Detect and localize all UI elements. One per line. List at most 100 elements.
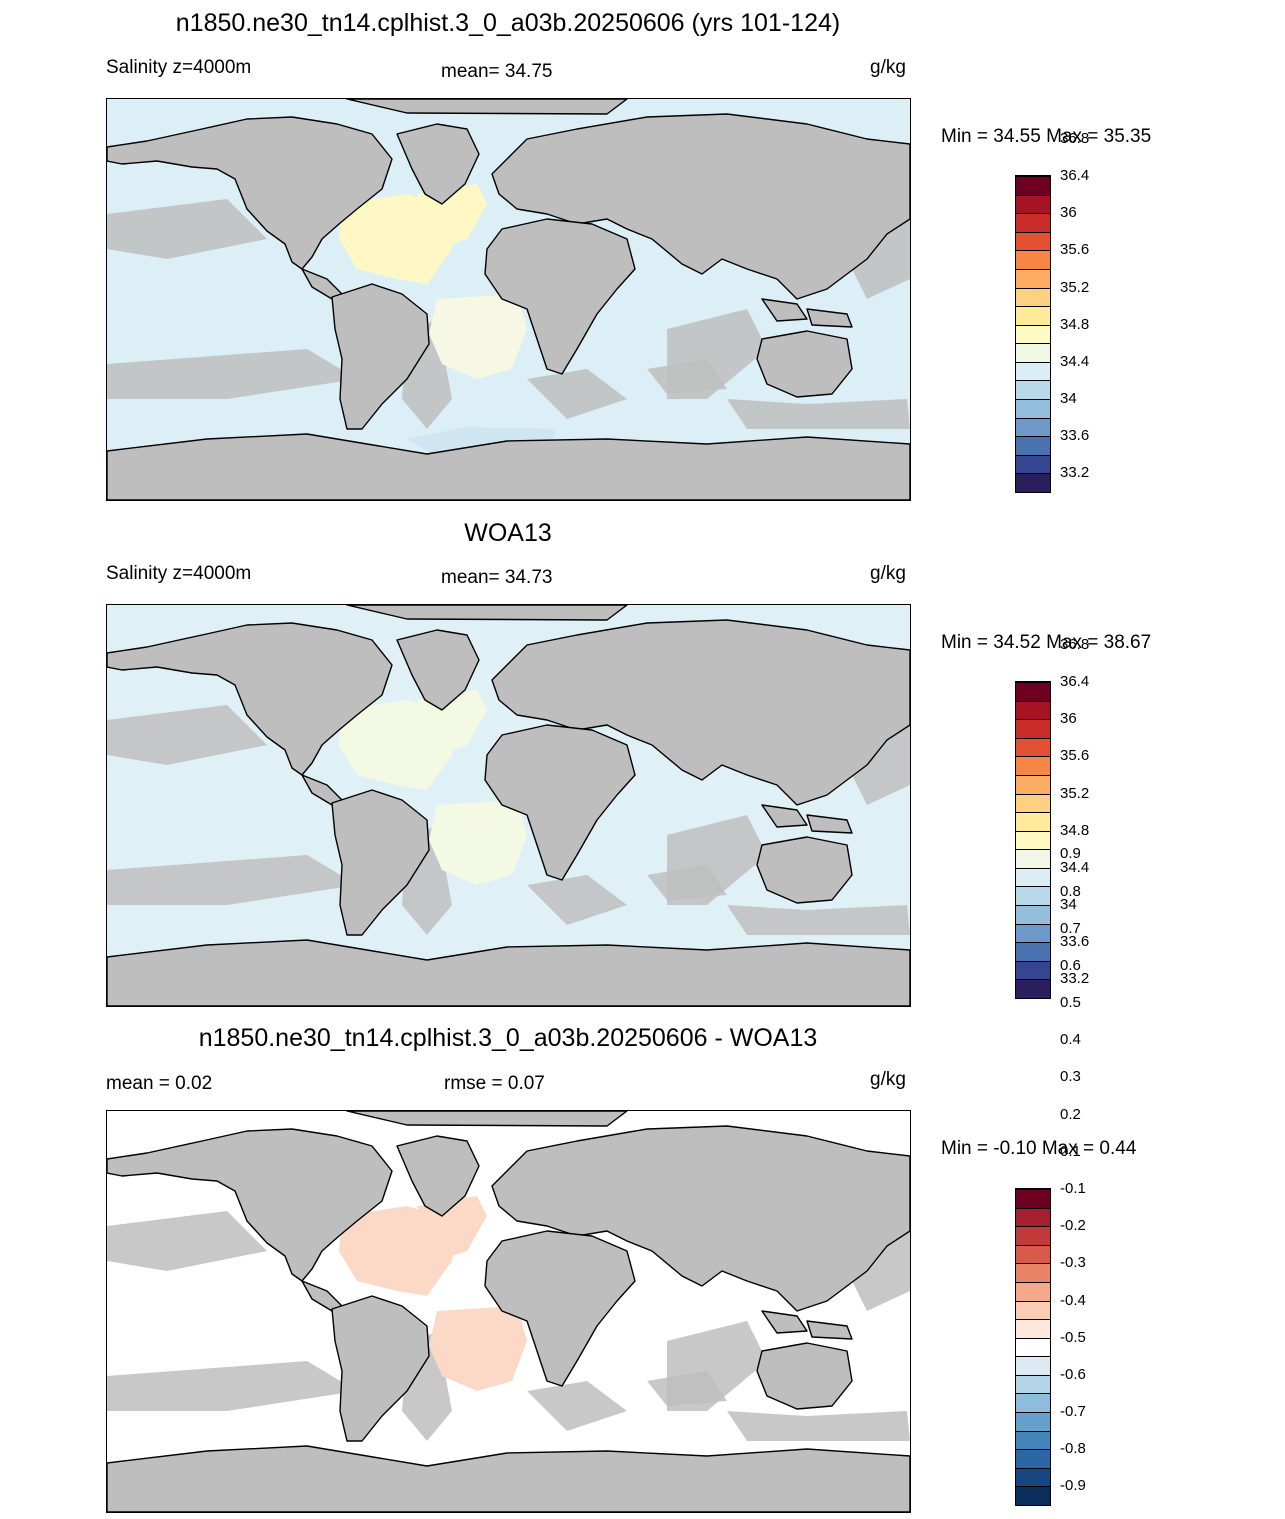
panel2-mean-label: mean= 34.73 (441, 567, 553, 588)
masked-region (727, 399, 910, 429)
continent (806, 308, 853, 328)
continent (346, 604, 628, 621)
continent (331, 789, 430, 936)
colorbar-label: -0.5 (1060, 1328, 1086, 1346)
colorbar-swatch (1016, 176, 1050, 195)
continent (491, 113, 911, 300)
colorbar-label: 33.6 (1060, 933, 1090, 951)
colorbar-label: 35.2 (1060, 784, 1090, 802)
colorbar-swatch (1016, 905, 1050, 924)
colorbar-label: 33.6 (1060, 427, 1090, 445)
continent (106, 1445, 911, 1513)
continent (331, 283, 430, 430)
colorbar-swatch (1016, 923, 1050, 943)
colorbar-swatch (1016, 867, 1050, 887)
colorbar-label: 34 (1060, 390, 1077, 408)
panel3-mean-label: mean = 0.02 (106, 1073, 213, 1094)
colorbar-label: 0.6 (1060, 956, 1081, 974)
continent (331, 1295, 430, 1442)
continent (491, 1125, 911, 1312)
colorbar-swatch (1016, 960, 1050, 980)
colorbar-swatch (1016, 194, 1050, 214)
colorbar-swatch (1016, 1467, 1050, 1487)
colorbar-swatch (1016, 1356, 1050, 1375)
panel1-title: n1850.ne30_tn14.cplhist.3_0_a03b.2025060… (175, 9, 841, 37)
colorbar-label: 34.8 (1060, 821, 1090, 839)
colorbar-swatch (1016, 886, 1050, 906)
colorbar-label: 36.4 (1060, 167, 1090, 184)
colorbar-swatch (1016, 1449, 1050, 1468)
colorbar-swatch (1016, 1207, 1050, 1227)
colorbar-label: 35.6 (1060, 241, 1090, 259)
colorbar-label: 0.4 (1060, 1031, 1081, 1049)
colorbar-swatch (1016, 1430, 1050, 1450)
continent (761, 804, 808, 828)
colorbar-swatch (1016, 343, 1050, 362)
continent (484, 724, 636, 881)
continent (106, 939, 911, 1007)
colorbar-label: 36 (1060, 710, 1077, 728)
continent (396, 629, 480, 711)
colorbar-swatch (1016, 268, 1050, 288)
panel2-left-label: Salinity z=4000m (106, 563, 252, 584)
colorbar-swatch (1016, 1300, 1050, 1320)
panel3-units: g/kg (870, 1069, 906, 1090)
south-atlantic-highlight (429, 800, 527, 885)
panel2-title: WOA13 (464, 519, 552, 547)
colorbar-label: 0.3 (1060, 1068, 1081, 1086)
colorbar-label: 0.8 (1060, 882, 1081, 900)
colorbar-label: 36 (1060, 204, 1077, 222)
continent (396, 123, 480, 205)
panel1-left-label: Salinity z=4000m (106, 57, 252, 78)
panel1-colorbar (1015, 175, 1051, 493)
colorbar-swatch (1016, 454, 1050, 474)
masked-region (527, 369, 627, 419)
masked-region (107, 1211, 267, 1271)
continent (346, 1110, 628, 1127)
colorbar-swatch (1016, 1337, 1050, 1357)
continent (106, 433, 911, 501)
panel1-map-svg (106, 98, 911, 501)
masked-region (107, 855, 357, 905)
continent (806, 1320, 853, 1340)
colorbar-swatch (1016, 682, 1050, 701)
colorbar-label: -0.9 (1060, 1477, 1086, 1495)
continent (396, 1135, 480, 1217)
colorbar-swatch (1016, 473, 1050, 492)
continent (756, 330, 853, 398)
colorbar-label: 34.4 (1060, 858, 1090, 876)
colorbar-swatch (1016, 737, 1050, 757)
panel1-map (106, 98, 911, 501)
continent (756, 836, 853, 904)
colorbar-swatch (1016, 1319, 1050, 1338)
continent (756, 1342, 853, 1410)
colorbar-swatch (1016, 306, 1050, 325)
continent (106, 116, 393, 270)
panel1-mean-label: mean= 34.75 (441, 61, 553, 82)
continent (106, 1128, 393, 1282)
colorbar-label: 0.7 (1060, 919, 1081, 937)
colorbar-label: 34.4 (1060, 352, 1090, 370)
masked-region (107, 199, 267, 259)
colorbar-label: -0.1 (1060, 1180, 1086, 1197)
colorbar-swatch (1016, 979, 1050, 998)
colorbar-label: 0.5 (1060, 994, 1081, 1012)
colorbar-swatch (1016, 700, 1050, 720)
panel3-map-svg (106, 1110, 911, 1513)
colorbar-label: 36.8 (1060, 129, 1090, 147)
continent (106, 622, 393, 776)
masked-region (527, 1381, 627, 1431)
colorbar-swatch (1016, 250, 1050, 269)
masked-region (527, 875, 627, 925)
colorbar-swatch (1016, 213, 1050, 232)
colorbar-swatch (1016, 1393, 1050, 1413)
colorbar-label: -0.3 (1060, 1254, 1086, 1272)
colorbar-swatch (1016, 399, 1050, 418)
colorbar-swatch (1016, 1281, 1050, 1301)
colorbar-swatch (1016, 942, 1050, 961)
masked-region (647, 359, 727, 394)
continent (484, 218, 636, 375)
colorbar-label: 33.2 (1060, 464, 1090, 482)
colorbar-swatch (1016, 417, 1050, 437)
panel3-rmse-label: rmse = 0.07 (444, 1073, 545, 1094)
